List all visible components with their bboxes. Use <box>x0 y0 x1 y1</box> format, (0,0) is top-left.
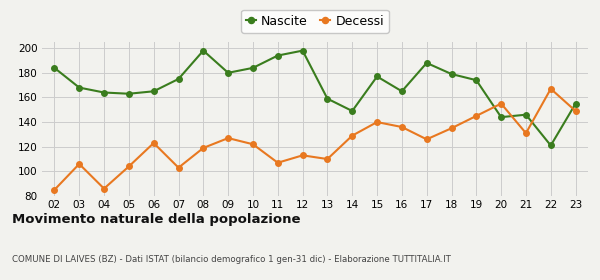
Nascite <box>76 86 83 89</box>
Decessi <box>448 127 455 130</box>
Decessi <box>100 187 107 190</box>
Nascite <box>150 90 157 93</box>
Decessi <box>76 162 83 166</box>
Nascite <box>398 90 406 93</box>
Text: Movimento naturale della popolazione: Movimento naturale della popolazione <box>12 213 301 226</box>
Nascite <box>250 66 257 69</box>
Decessi <box>200 146 207 150</box>
Nascite <box>523 113 530 116</box>
Decessi <box>373 120 380 124</box>
Nascite <box>224 71 232 74</box>
Nascite <box>200 49 207 52</box>
Nascite <box>324 97 331 100</box>
Nascite <box>125 92 133 95</box>
Decessi <box>250 143 257 146</box>
Nascite <box>572 102 579 105</box>
Decessi <box>547 87 554 90</box>
Nascite <box>51 66 58 69</box>
Nascite <box>100 91 107 94</box>
Decessi <box>572 109 579 113</box>
Nascite <box>274 54 281 57</box>
Decessi <box>51 188 58 192</box>
Decessi <box>523 132 530 135</box>
Decessi <box>423 138 430 141</box>
Nascite <box>299 49 306 52</box>
Nascite <box>175 77 182 81</box>
Nascite <box>373 75 380 78</box>
Nascite <box>423 61 430 65</box>
Nascite <box>497 115 505 119</box>
Decessi <box>125 165 133 168</box>
Nascite <box>448 72 455 76</box>
Decessi <box>349 134 356 137</box>
Decessi <box>299 154 306 157</box>
Decessi <box>274 161 281 164</box>
Decessi <box>497 102 505 105</box>
Text: COMUNE DI LAIVES (BZ) - Dati ISTAT (bilancio demografico 1 gen-31 dic) - Elabora: COMUNE DI LAIVES (BZ) - Dati ISTAT (bila… <box>12 255 451 264</box>
Nascite <box>547 144 554 147</box>
Decessi <box>224 136 232 140</box>
Decessi <box>175 166 182 169</box>
Decessi <box>150 141 157 145</box>
Legend: Nascite, Decessi: Nascite, Decessi <box>241 10 389 33</box>
Nascite <box>473 78 480 82</box>
Decessi <box>473 114 480 118</box>
Nascite <box>349 109 356 113</box>
Decessi <box>324 157 331 161</box>
Line: Nascite: Nascite <box>52 48 578 148</box>
Decessi <box>398 125 406 129</box>
Line: Decessi: Decessi <box>52 86 578 193</box>
